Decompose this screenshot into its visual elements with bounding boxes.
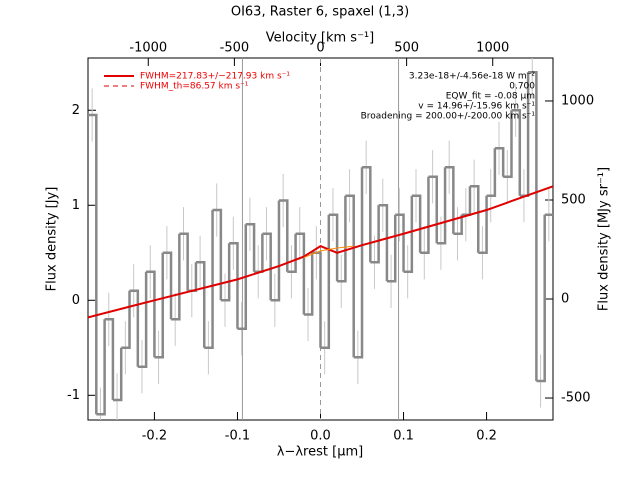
y-tick-label: 0 — [72, 293, 80, 308]
legend-label: FWHM=217.83+/−217.93 km s⁻¹ — [140, 72, 290, 82]
spectrum-step — [146, 270, 156, 358]
y2-tick-label: -500 — [561, 391, 591, 406]
spectrum-step — [445, 166, 455, 234]
annotation: v = 14.96+/-15.96 km s⁻¹ — [418, 102, 535, 112]
spectrum-step — [171, 233, 181, 321]
spectrum-step — [370, 205, 380, 264]
x-axis-label: λ−λrest [µm] — [277, 445, 363, 460]
spectrum-step — [503, 110, 513, 179]
spectrum-step — [104, 318, 115, 401]
spectrum-step — [204, 210, 214, 350]
spectrum-step — [395, 213, 405, 272]
fit-line — [303, 245, 354, 258]
x-tick-label: 0.2 — [476, 429, 497, 444]
y-tick-label: 2 — [72, 103, 80, 118]
spectrum-step — [320, 214, 331, 350]
annotation: 0.700 — [509, 82, 535, 92]
spectrum-step — [96, 319, 106, 416]
x-tick-label: 0.1 — [393, 429, 414, 444]
spectrum-step — [362, 166, 372, 263]
spectrum-step — [337, 195, 347, 283]
legend-label: FWHM_th=86.57 km s⁻¹ — [140, 82, 249, 92]
spectrum-step — [112, 347, 123, 402]
annotation: EQW_fit = -0.08 µm — [446, 92, 535, 102]
spectrum-step — [536, 214, 546, 383]
spectrum-step — [486, 148, 497, 198]
spectrum-step — [494, 147, 505, 177]
spectrum-step — [328, 213, 339, 282]
spectrum-step — [511, 109, 522, 196]
spectrum-step — [88, 113, 98, 415]
spectrum-step — [345, 194, 355, 358]
y2-axis-label: Flux density [MJy sr⁻¹] — [597, 167, 612, 311]
x2-tick-label: 500 — [394, 41, 419, 56]
spectrum-step — [237, 224, 248, 331]
y2-tick-label: 0 — [561, 292, 569, 307]
y2-tick-label: 500 — [561, 192, 586, 207]
spectrum-step — [287, 233, 297, 274]
spectrum-step — [245, 223, 256, 272]
chart-title: OI63, Raster 6, spaxel (1,3) — [231, 5, 409, 20]
spectrum-step — [453, 214, 463, 236]
x-tick-label: -0.2 — [142, 429, 167, 444]
spectrum-step — [469, 185, 480, 253]
spectrum-step — [303, 252, 314, 316]
x2-axis-label: Velocity [km s⁻¹] — [266, 31, 374, 46]
spectrum-step — [428, 175, 438, 244]
spectrum-step — [420, 176, 430, 255]
spectrum-step — [378, 204, 389, 282]
spectrum-step — [195, 261, 206, 348]
y2-tick-label: 1000 — [561, 93, 594, 108]
x-tick-label: 0.0 — [310, 429, 331, 444]
spectrum-step — [121, 290, 131, 350]
spectrum-step — [179, 232, 189, 291]
spectrum-step — [403, 195, 414, 274]
y-tick-label: -1 — [67, 388, 80, 403]
spectrum-step — [411, 194, 422, 253]
spectrum-step — [353, 167, 364, 359]
annotation: 3.23e-18+/-4.56e-18 W m⁻² — [409, 72, 536, 82]
annotation: Broadening = 200.00+/-200.00 km s⁻¹ — [361, 112, 536, 122]
spectrum-step — [154, 252, 164, 359]
spectrum-step — [212, 208, 223, 301]
y-tick-label: 1 — [72, 198, 80, 213]
spectrum-step — [220, 243, 231, 302]
x2-tick-label: -1000 — [129, 41, 167, 56]
x2-tick-label: 1000 — [476, 41, 509, 56]
x-tick-label: -0.1 — [225, 429, 250, 444]
spectrum-step — [436, 167, 447, 245]
spectrum-step — [278, 199, 289, 272]
spectrum-step — [528, 71, 538, 382]
spectrum-step — [229, 242, 239, 329]
spectrum-step — [270, 200, 281, 302]
spectrum-step — [129, 289, 140, 367]
x2-tick-label: 0 — [316, 41, 324, 56]
y-axis-label: Flux density [Jy] — [45, 187, 60, 292]
x2-tick-label: -500 — [220, 41, 250, 56]
spectrum-step — [262, 232, 272, 301]
spectrum-step — [295, 232, 306, 315]
fit-line — [88, 185, 553, 319]
spectrum-step — [478, 195, 488, 255]
